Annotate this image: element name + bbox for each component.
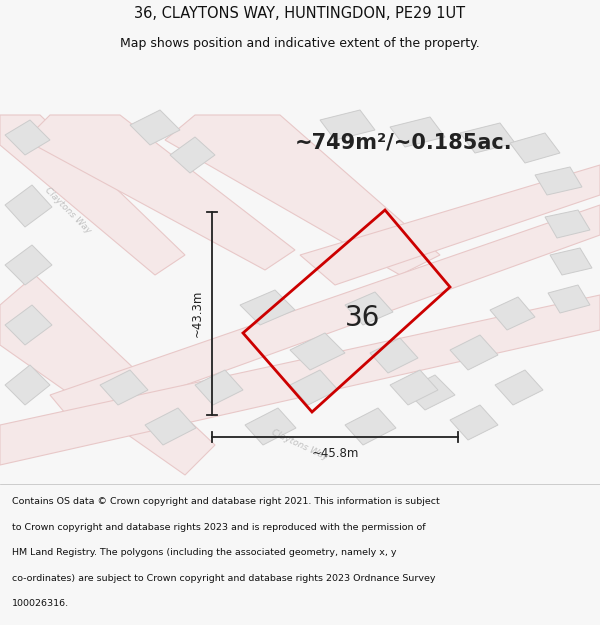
- Polygon shape: [5, 365, 50, 405]
- Text: 36, CLAYTONS WAY, HUNTINGDON, PE29 1UT: 36, CLAYTONS WAY, HUNTINGDON, PE29 1UT: [134, 6, 466, 21]
- Text: HM Land Registry. The polygons (including the associated geometry, namely x, y: HM Land Registry. The polygons (includin…: [12, 548, 397, 557]
- Polygon shape: [550, 248, 592, 275]
- Text: Claytons Way: Claytons Way: [271, 428, 329, 462]
- Polygon shape: [5, 185, 52, 227]
- Polygon shape: [390, 117, 445, 147]
- Text: Contains OS data © Crown copyright and database right 2021. This information is : Contains OS data © Crown copyright and d…: [12, 498, 440, 506]
- Polygon shape: [510, 133, 560, 163]
- Polygon shape: [170, 137, 215, 173]
- Polygon shape: [450, 335, 498, 370]
- Text: Claytons Way: Claytons Way: [43, 185, 93, 235]
- Polygon shape: [370, 338, 418, 373]
- Polygon shape: [5, 305, 52, 345]
- Polygon shape: [245, 408, 296, 445]
- Polygon shape: [165, 115, 440, 275]
- Polygon shape: [5, 120, 50, 155]
- Text: ~45.8m: ~45.8m: [311, 447, 359, 460]
- Text: 100026316.: 100026316.: [12, 599, 69, 608]
- Polygon shape: [240, 290, 295, 325]
- Polygon shape: [545, 210, 590, 238]
- Text: 36: 36: [345, 304, 380, 332]
- Text: ~749m²/~0.185ac.: ~749m²/~0.185ac.: [295, 133, 512, 153]
- Polygon shape: [345, 408, 396, 445]
- Polygon shape: [5, 245, 52, 285]
- Text: ~43.3m: ~43.3m: [191, 290, 204, 338]
- Polygon shape: [0, 295, 600, 465]
- Polygon shape: [130, 110, 180, 145]
- Polygon shape: [290, 370, 338, 405]
- Polygon shape: [495, 370, 543, 405]
- Polygon shape: [145, 408, 196, 445]
- Polygon shape: [195, 370, 243, 405]
- Polygon shape: [300, 165, 600, 285]
- Text: to Crown copyright and database rights 2023 and is reproduced with the permissio: to Crown copyright and database rights 2…: [12, 522, 425, 532]
- Polygon shape: [450, 405, 498, 440]
- Polygon shape: [25, 115, 295, 270]
- Polygon shape: [460, 123, 515, 153]
- Polygon shape: [50, 205, 600, 425]
- Polygon shape: [0, 115, 185, 275]
- Polygon shape: [0, 275, 215, 475]
- Polygon shape: [320, 110, 375, 140]
- Polygon shape: [100, 370, 148, 405]
- Text: Map shows position and indicative extent of the property.: Map shows position and indicative extent…: [120, 38, 480, 51]
- Polygon shape: [405, 375, 455, 410]
- Polygon shape: [390, 370, 438, 405]
- Text: co-ordinates) are subject to Crown copyright and database rights 2023 Ordnance S: co-ordinates) are subject to Crown copyr…: [12, 574, 436, 582]
- Polygon shape: [490, 297, 535, 330]
- Polygon shape: [548, 285, 590, 313]
- Polygon shape: [345, 292, 393, 325]
- Polygon shape: [535, 167, 582, 195]
- Polygon shape: [290, 333, 345, 370]
